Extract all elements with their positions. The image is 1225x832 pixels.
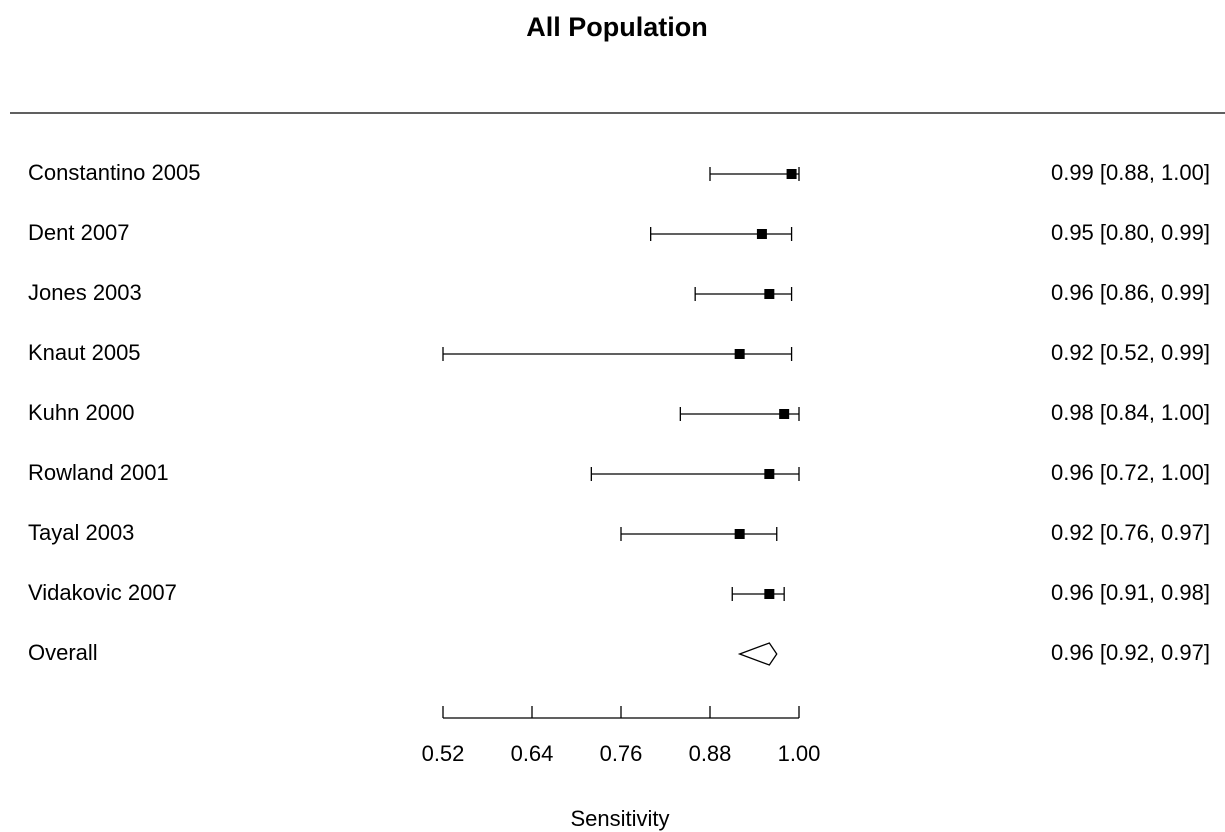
study-name: Rowland 2001 — [28, 460, 169, 485]
point-estimate — [779, 409, 790, 419]
x-axis-label: Sensitivity — [570, 806, 669, 831]
point-estimate — [764, 589, 775, 599]
x-tick-label: 0.76 — [600, 741, 643, 766]
study-name: Jones 2003 — [28, 280, 142, 305]
point-estimate — [786, 169, 797, 179]
x-tick-label: 0.52 — [422, 741, 465, 766]
value-label: 0.96 [0.72, 1.00] — [1051, 460, 1210, 485]
study-name: Constantino 2005 — [28, 160, 200, 185]
value-label: 0.92 [0.52, 0.99] — [1051, 340, 1210, 365]
study-name: Overall — [28, 640, 98, 665]
value-label: 0.96 [0.86, 0.99] — [1051, 280, 1210, 305]
point-estimate — [734, 349, 745, 359]
value-label: 0.98 [0.84, 1.00] — [1051, 400, 1210, 425]
point-estimate — [764, 469, 775, 479]
point-estimate — [764, 289, 775, 299]
value-label: 0.96 [0.92, 0.97] — [1051, 640, 1210, 665]
x-tick-label: 1.00 — [778, 741, 821, 766]
study-name: Kuhn 2000 — [28, 400, 134, 425]
value-label: 0.95 [0.80, 0.99] — [1051, 220, 1210, 245]
value-label: 0.92 [0.76, 0.97] — [1051, 520, 1210, 545]
overall-diamond — [737, 642, 778, 666]
chart-title: All Population — [526, 12, 708, 42]
value-label: 0.96 [0.91, 0.98] — [1051, 580, 1210, 605]
study-name: Knaut 2005 — [28, 340, 141, 365]
point-estimate — [756, 229, 767, 239]
study-name: Vidakovic 2007 — [28, 580, 177, 605]
point-estimate — [734, 529, 745, 539]
x-tick-label: 0.88 — [689, 741, 732, 766]
value-label: 0.99 [0.88, 1.00] — [1051, 160, 1210, 185]
x-tick-label: 0.64 — [511, 741, 554, 766]
study-name: Tayal 2003 — [28, 520, 134, 545]
study-name: Dent 2007 — [28, 220, 130, 245]
